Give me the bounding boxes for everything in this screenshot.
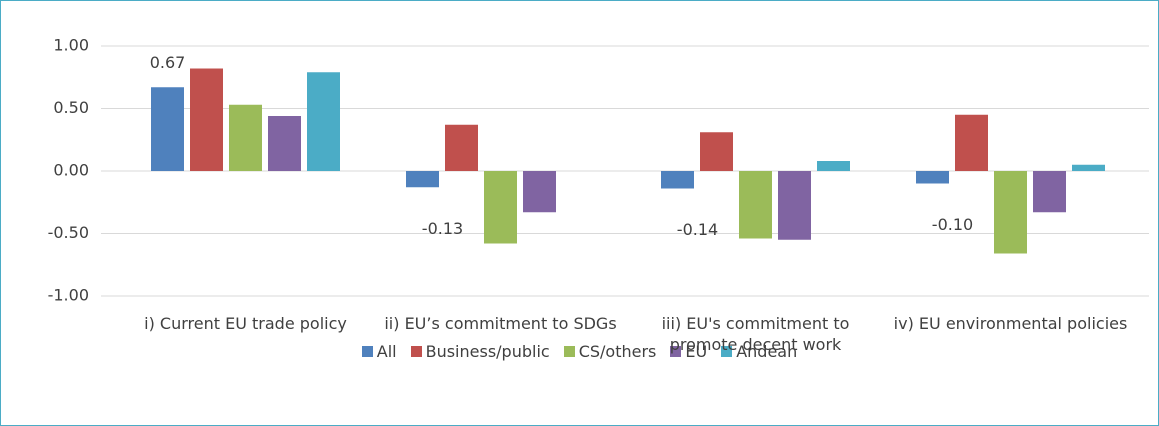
legend-label: All	[376, 342, 397, 361]
legend-item: Andean	[721, 342, 797, 361]
legend-label: Andean	[736, 342, 798, 361]
bar	[445, 124, 478, 171]
legend-swatch	[410, 346, 422, 357]
bar	[484, 171, 517, 244]
bar	[817, 161, 850, 171]
data-label: -0.14	[677, 220, 718, 239]
legend-swatch	[670, 346, 682, 357]
bar	[739, 171, 772, 239]
data-label: 0.67	[150, 53, 186, 72]
legend-label: Business/public	[425, 342, 550, 361]
y-tick-label: -0.50	[48, 223, 89, 242]
bar	[307, 72, 340, 171]
bar	[1033, 171, 1066, 213]
bar	[268, 116, 301, 171]
legend-item: CS/others	[563, 342, 657, 361]
legend-label: CS/others	[578, 342, 657, 361]
y-tick-label: 0.50	[53, 98, 89, 117]
legend-swatch	[361, 346, 373, 357]
bar	[916, 171, 949, 184]
bar	[778, 171, 811, 240]
y-tick-label: 1.00	[53, 36, 89, 55]
legend-item: All	[361, 342, 397, 361]
data-label: -0.10	[932, 215, 973, 234]
legend-item: Business/public	[410, 342, 550, 361]
legend-swatch	[721, 346, 733, 357]
data-label: -0.13	[422, 219, 463, 238]
x-tick-label: iii) EU's commitment to promote decent w…	[661, 314, 850, 354]
bar	[1072, 164, 1105, 171]
legend-swatch	[563, 346, 575, 357]
legend-item: EU	[670, 342, 707, 361]
legend-label: EU	[685, 342, 708, 361]
x-tick-label: i) Current EU trade policy	[144, 314, 347, 333]
bar	[406, 171, 439, 188]
x-tick-label: ii) EU’s commitment to SDGs	[384, 314, 617, 333]
x-tick-label: iv) EU environmental policies	[893, 314, 1128, 333]
y-tick-label: 0.00	[53, 161, 89, 180]
bar	[229, 104, 262, 171]
bar	[190, 68, 223, 171]
bar	[151, 87, 184, 171]
bar	[523, 171, 556, 213]
y-tick-label: -1.00	[48, 286, 89, 305]
bar	[955, 114, 988, 171]
bar	[661, 171, 694, 189]
bar	[994, 171, 1027, 254]
bar	[700, 132, 733, 171]
legend: All Business/public CS/others EU Andean	[1, 342, 1158, 361]
